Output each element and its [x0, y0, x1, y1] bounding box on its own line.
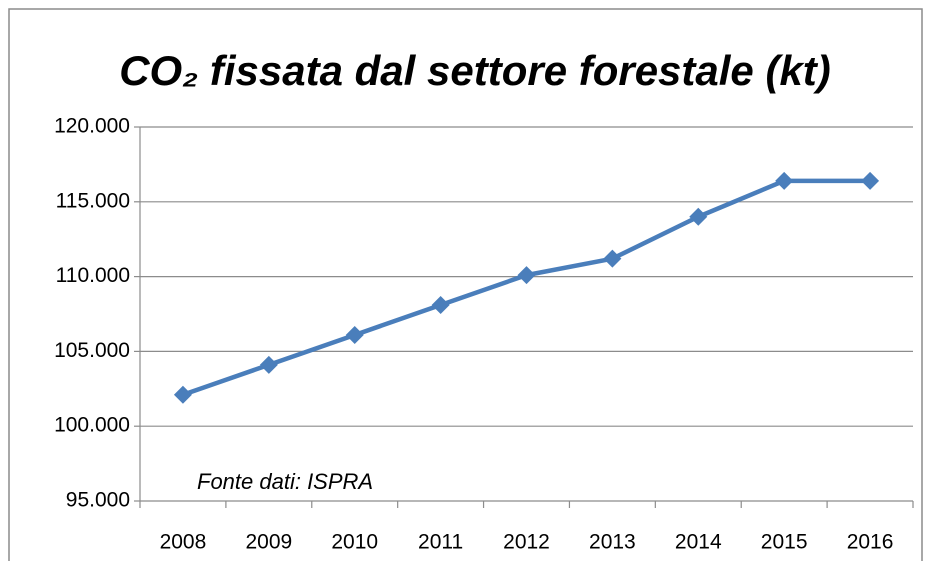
- data-marker: [173, 385, 192, 404]
- x-tick-label: 2013: [589, 531, 636, 554]
- x-tick-label: 2011: [418, 531, 463, 554]
- x-tick-label: 2014: [675, 531, 722, 554]
- chart-frame: [8, 8, 923, 561]
- y-tick-label: 110.000: [56, 264, 130, 287]
- x-tick-label: 2015: [761, 531, 808, 554]
- data-marker: [775, 171, 794, 190]
- data-marker: [517, 266, 536, 285]
- y-tick-label: 120.000: [54, 115, 130, 138]
- x-tick-label: 2016: [847, 531, 894, 554]
- x-tick-label: 2010: [331, 531, 378, 554]
- data-marker: [345, 325, 364, 344]
- y-tick-label: 95.000: [66, 489, 130, 512]
- y-tick-label: 115.000: [56, 189, 130, 212]
- data-marker: [861, 171, 880, 190]
- data-marker: [689, 207, 708, 226]
- x-tick-label: 2008: [160, 531, 207, 554]
- data-marker: [603, 249, 622, 268]
- chart-title: CO₂ fissata dal settore forestale (kt): [119, 47, 831, 94]
- y-tick-label: 100.000: [54, 414, 130, 437]
- y-tick-label: 105.000: [54, 339, 130, 362]
- data-marker: [259, 355, 278, 374]
- x-tick-label: 2009: [245, 531, 292, 554]
- data-marker: [431, 296, 450, 315]
- x-tick-label: 2012: [503, 531, 550, 554]
- annotation: Fonte dati: ISPRA: [197, 469, 373, 494]
